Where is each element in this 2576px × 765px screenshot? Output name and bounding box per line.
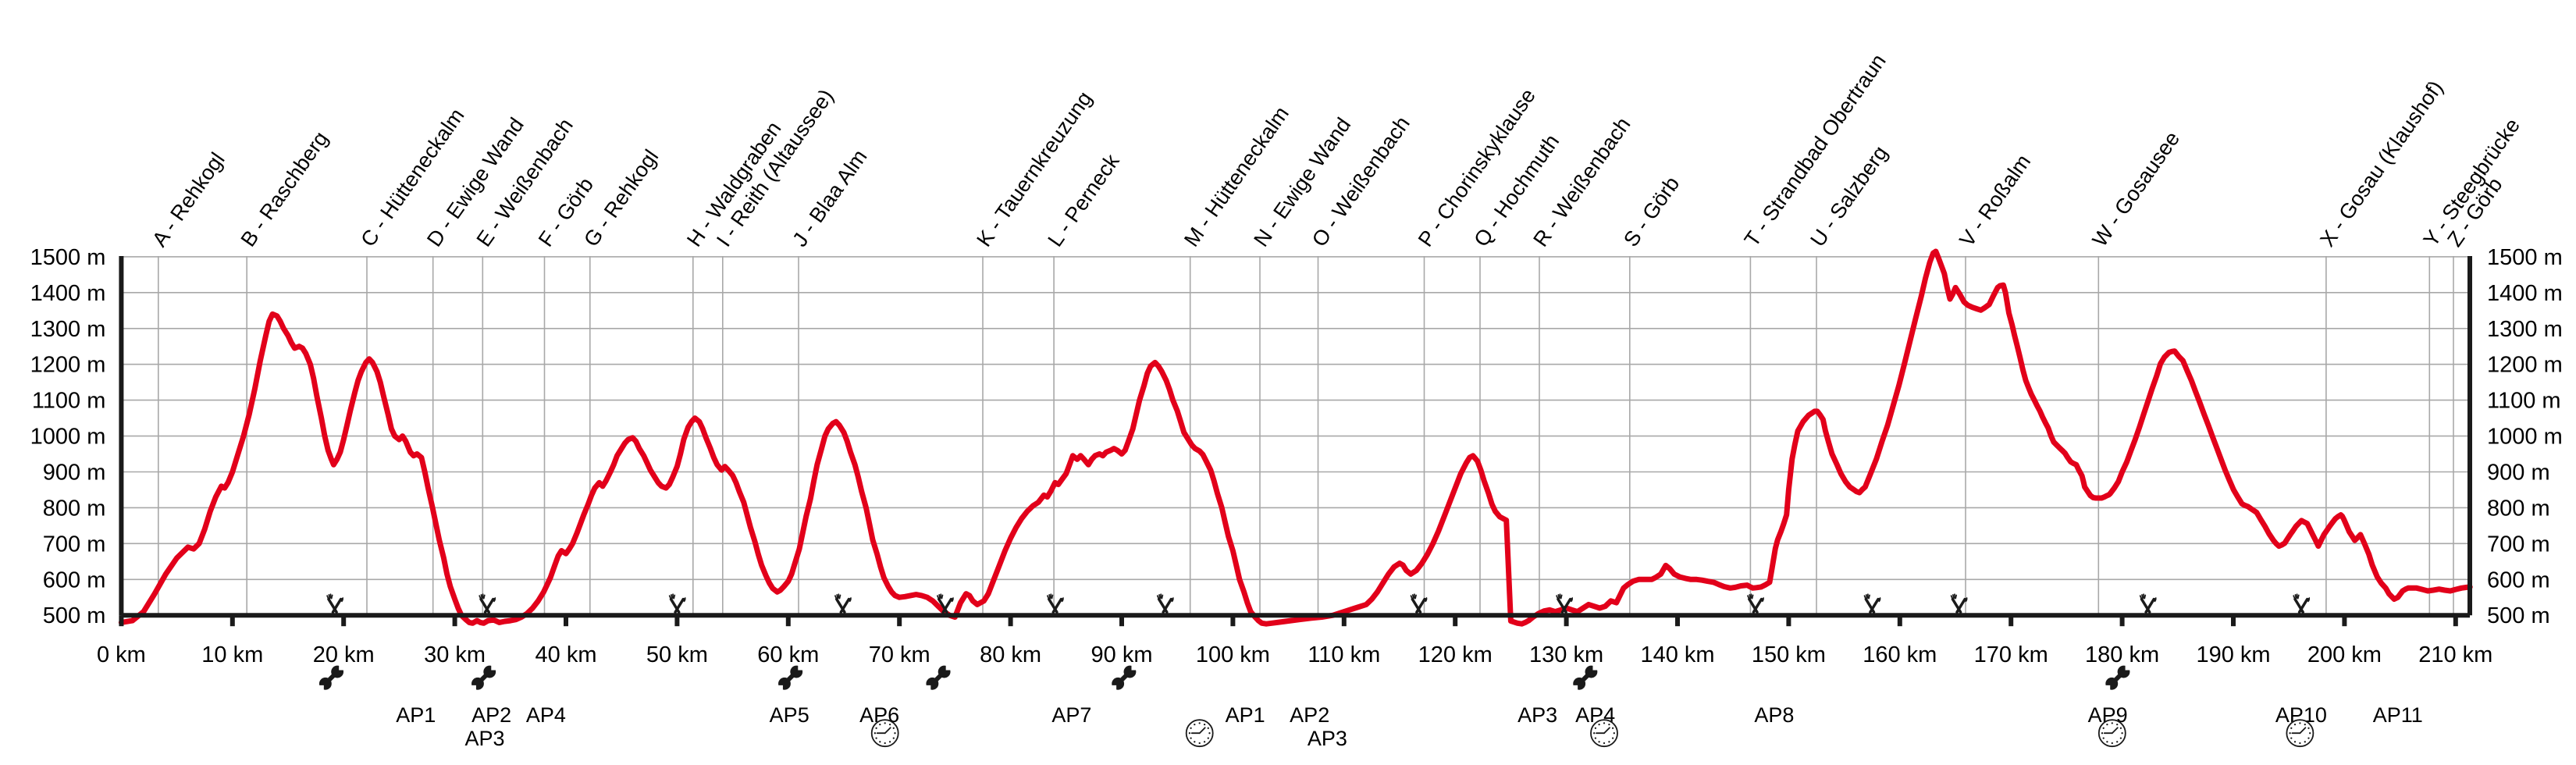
svg-text:1000 m: 1000 m <box>30 425 106 450</box>
svg-text:800 m: 800 m <box>43 496 106 521</box>
svg-text:200 km: 200 km <box>2307 642 2382 667</box>
svg-text:AP3: AP3 <box>464 727 504 750</box>
svg-text:AP1: AP1 <box>396 703 436 727</box>
svg-text:80 km: 80 km <box>980 642 1041 667</box>
svg-text:900 m: 900 m <box>2487 461 2550 486</box>
svg-text:AP2: AP2 <box>1290 703 1329 727</box>
svg-text:160 km: 160 km <box>1863 642 1937 667</box>
svg-text:1500 m: 1500 m <box>30 245 106 270</box>
svg-text:1200 m: 1200 m <box>2487 353 2563 378</box>
svg-text:AP7: AP7 <box>1051 703 1091 727</box>
svg-text:1300 m: 1300 m <box>30 317 106 342</box>
svg-text:1100 m: 1100 m <box>32 389 106 414</box>
svg-text:AP3: AP3 <box>1308 727 1347 750</box>
svg-text:100 km: 100 km <box>1196 642 1270 667</box>
svg-text:170 km: 170 km <box>1974 642 2048 667</box>
svg-text:AP8: AP8 <box>1754 703 1794 727</box>
svg-text:70 km: 70 km <box>869 642 930 667</box>
svg-text:90 km: 90 km <box>1091 642 1153 667</box>
svg-text:AP2: AP2 <box>471 703 511 727</box>
svg-text:1000 m: 1000 m <box>2487 425 2563 450</box>
svg-text:1200 m: 1200 m <box>30 353 106 378</box>
svg-text:0 km: 0 km <box>97 642 146 667</box>
svg-text:1400 m: 1400 m <box>2487 281 2563 306</box>
svg-text:210 km: 210 km <box>2418 642 2492 667</box>
svg-text:1300 m: 1300 m <box>2487 317 2563 342</box>
svg-text:500 m: 500 m <box>2487 603 2550 628</box>
svg-text:800 m: 800 m <box>2487 496 2550 521</box>
svg-text:700 m: 700 m <box>2487 532 2550 557</box>
svg-text:180 km: 180 km <box>2085 642 2159 667</box>
svg-text:AP11: AP11 <box>2373 703 2423 727</box>
svg-text:140 km: 140 km <box>1640 642 1714 667</box>
svg-text:50 km: 50 km <box>646 642 708 667</box>
svg-text:AP1: AP1 <box>1226 703 1265 727</box>
svg-text:110 km: 110 km <box>1308 642 1380 667</box>
svg-text:10 km: 10 km <box>201 642 263 667</box>
svg-text:190 km: 190 km <box>2196 642 2270 667</box>
svg-text:700 m: 700 m <box>43 532 106 557</box>
svg-text:600 m: 600 m <box>2487 568 2550 592</box>
svg-text:150 km: 150 km <box>1752 642 1826 667</box>
svg-text:60 km: 60 km <box>757 642 819 667</box>
svg-text:20 km: 20 km <box>313 642 375 667</box>
svg-text:130 km: 130 km <box>1529 642 1603 667</box>
svg-text:30 km: 30 km <box>424 642 486 667</box>
svg-text:1500 m: 1500 m <box>2487 245 2563 270</box>
svg-text:40 km: 40 km <box>535 642 597 667</box>
svg-text:AP4: AP4 <box>526 703 566 727</box>
svg-text:600 m: 600 m <box>43 568 106 592</box>
svg-text:1100 m: 1100 m <box>2487 389 2561 414</box>
svg-text:AP5: AP5 <box>770 703 809 727</box>
svg-text:AP3: AP3 <box>1517 703 1557 727</box>
svg-text:500 m: 500 m <box>43 603 106 628</box>
svg-text:1400 m: 1400 m <box>30 281 106 306</box>
svg-text:120 km: 120 km <box>1418 642 1493 667</box>
svg-text:900 m: 900 m <box>43 461 106 486</box>
